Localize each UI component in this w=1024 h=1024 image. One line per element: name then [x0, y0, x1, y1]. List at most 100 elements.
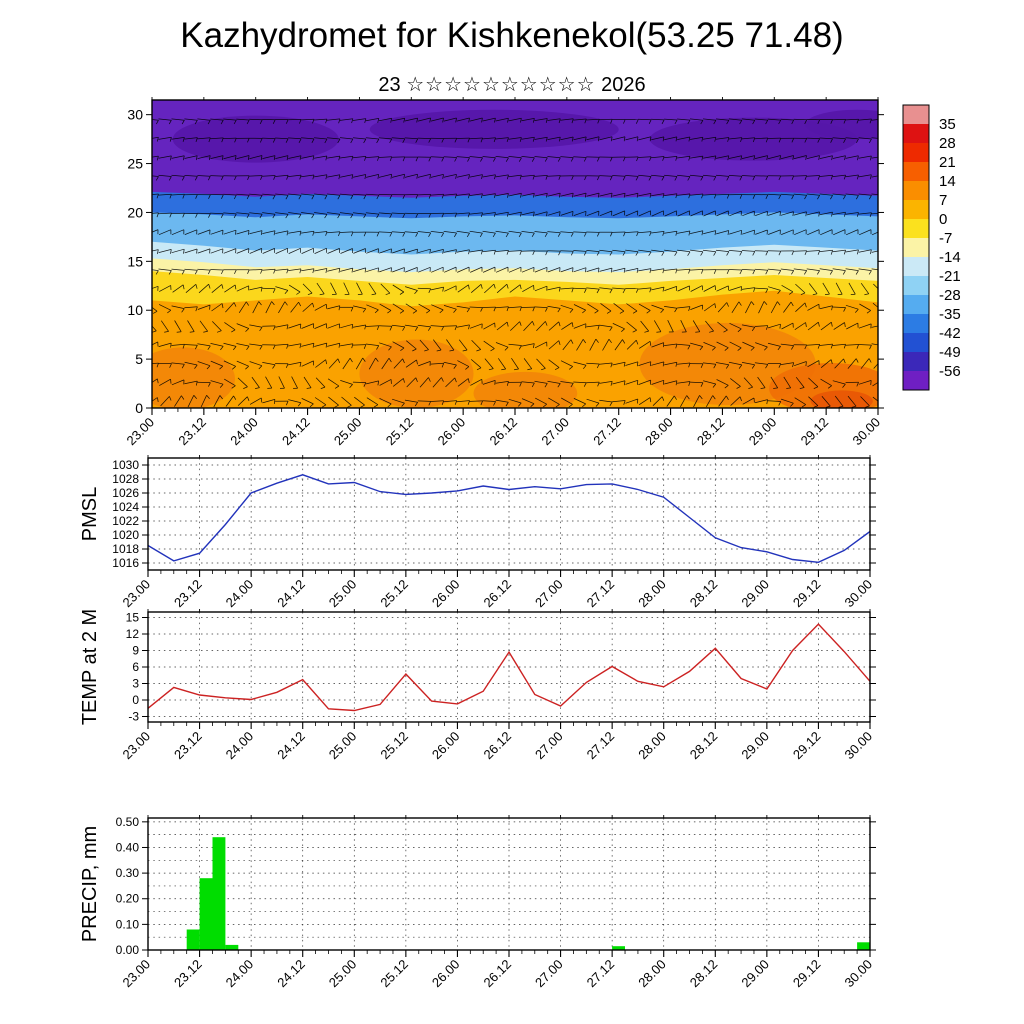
precip-bar: [612, 946, 625, 950]
svg-text:26.00: 26.00: [435, 415, 469, 449]
svg-text:0.30: 0.30: [116, 866, 140, 880]
svg-text:25.00: 25.00: [326, 577, 360, 611]
svg-text:-49: -49: [939, 344, 961, 361]
svg-text:-7: -7: [939, 230, 952, 247]
svg-text:23.00: 23.00: [120, 957, 154, 991]
svg-text:10: 10: [127, 302, 143, 318]
pmsl-panel: 23.00 23.12 24.00 24.12 25.00 25.12 26.00 26.12…: [79, 455, 876, 610]
precip-bar: [212, 837, 226, 950]
svg-text:25.00: 25.00: [326, 957, 360, 991]
wind-barbs: [152, 117, 878, 408]
page-title: Kazhydromet for Kishkenekol(53.25 71.48): [180, 16, 844, 55]
svg-text:23.00: 23.00: [120, 577, 154, 611]
svg-text:23.00: 23.00: [120, 729, 154, 763]
svg-text:28.12: 28.12: [687, 577, 721, 611]
svg-text:-28: -28: [939, 287, 961, 304]
svg-text:PMSL: PMSL: [79, 487, 101, 541]
svg-text:28.00: 28.00: [635, 957, 669, 991]
svg-text:-3: -3: [128, 710, 139, 724]
svg-text:5: 5: [135, 351, 143, 367]
svg-text:1024: 1024: [112, 500, 139, 514]
svg-text:25.12: 25.12: [377, 729, 411, 763]
svg-text:1030: 1030: [112, 458, 139, 472]
svg-text:28.12: 28.12: [694, 415, 728, 449]
svg-text:PRECIP, mm: PRECIP, mm: [79, 826, 101, 942]
svg-text:27.12: 27.12: [584, 577, 618, 611]
temp-line: [147, 623, 871, 712]
svg-text:27.00: 27.00: [532, 729, 566, 763]
colorbar: 35 28 21 14 7 0 -7 -14 -21 -28 -35 -42 -49 -56: [902, 104, 961, 391]
temperature-field: [152, 100, 878, 408]
svg-text:15: 15: [126, 611, 140, 625]
svg-text:1020: 1020: [112, 528, 139, 542]
svg-text:3: 3: [132, 677, 139, 691]
svg-text:27.12: 27.12: [584, 957, 618, 991]
svg-text:28.00: 28.00: [635, 577, 669, 611]
svg-text:28.00: 28.00: [635, 729, 669, 763]
svg-text:-21: -21: [939, 268, 961, 285]
svg-text:25.00: 25.00: [326, 729, 360, 763]
svg-text:27.00: 27.00: [532, 957, 566, 991]
svg-text:27.12: 27.12: [590, 415, 624, 449]
svg-text:0: 0: [135, 400, 143, 416]
svg-text:26.12: 26.12: [481, 957, 515, 991]
svg-text:23.12: 23.12: [171, 957, 205, 991]
svg-text:0: 0: [939, 211, 947, 228]
svg-text:25: 25: [127, 156, 143, 172]
svg-text:24.12: 24.12: [274, 577, 308, 611]
svg-text:29.12: 29.12: [798, 415, 832, 449]
svg-text:24.00: 24.00: [227, 415, 261, 449]
svg-text:1016: 1016: [112, 556, 139, 570]
svg-text:30: 30: [127, 107, 143, 123]
svg-text:35: 35: [939, 116, 956, 133]
svg-text:27.00: 27.00: [532, 577, 566, 611]
svg-text:29.12: 29.12: [790, 729, 824, 763]
svg-text:29.00: 29.00: [738, 577, 772, 611]
svg-text:28.12: 28.12: [687, 729, 721, 763]
date-subtitle: 23 ☆☆☆☆☆☆☆☆☆☆ 2026: [0, 72, 1024, 97]
svg-text:0.20: 0.20: [116, 892, 140, 906]
svg-text:-56: -56: [939, 363, 961, 380]
svg-text:27.00: 27.00: [538, 415, 572, 449]
svg-text:6: 6: [132, 660, 139, 674]
svg-text:26.00: 26.00: [429, 957, 463, 991]
svg-text:21: 21: [939, 154, 956, 171]
svg-text:30.00: 30.00: [842, 957, 876, 991]
svg-text:29.00: 29.00: [746, 415, 780, 449]
svg-text:0.50: 0.50: [116, 815, 140, 829]
precip-bar: [186, 929, 200, 950]
svg-text:29.00: 29.00: [738, 729, 772, 763]
svg-text:28.12: 28.12: [687, 957, 721, 991]
svg-text:15: 15: [127, 253, 143, 269]
svg-text:0: 0: [132, 693, 139, 707]
svg-text:12: 12: [126, 627, 140, 641]
subtitle-year: 2026: [601, 74, 646, 96]
svg-text:30.00: 30.00: [842, 729, 876, 763]
svg-text:25.12: 25.12: [383, 415, 417, 449]
svg-text:25.12: 25.12: [377, 957, 411, 991]
svg-text:-14: -14: [939, 249, 961, 266]
svg-text:24.12: 24.12: [274, 957, 308, 991]
svg-text:0.10: 0.10: [116, 917, 140, 931]
subtitle-stars: ☆☆☆☆☆☆☆☆☆☆: [406, 74, 596, 96]
svg-text:28: 28: [939, 135, 956, 152]
precip-panel: 23.00 23.12 24.00 24.12 25.00 25.12 26.00 26.12…: [79, 815, 876, 990]
svg-text:1018: 1018: [112, 542, 139, 556]
subtitle-day: 23: [378, 74, 401, 96]
svg-text:29.12: 29.12: [790, 957, 824, 991]
svg-text:14: 14: [939, 173, 956, 190]
svg-text:26.12: 26.12: [481, 577, 515, 611]
svg-text:TEMP at 2 M: TEMP at 2 M: [79, 609, 101, 725]
svg-text:26.12: 26.12: [481, 729, 515, 763]
svg-text:24.12: 24.12: [279, 415, 313, 449]
svg-text:26.12: 26.12: [487, 415, 521, 449]
svg-text:24.00: 24.00: [223, 729, 257, 763]
svg-text:30.00: 30.00: [842, 577, 876, 611]
svg-text:24.12: 24.12: [274, 729, 308, 763]
precip-bar: [225, 944, 239, 950]
svg-text:0.00: 0.00: [116, 943, 140, 957]
precip-bar: [199, 878, 213, 950]
svg-text:20: 20: [127, 204, 143, 220]
